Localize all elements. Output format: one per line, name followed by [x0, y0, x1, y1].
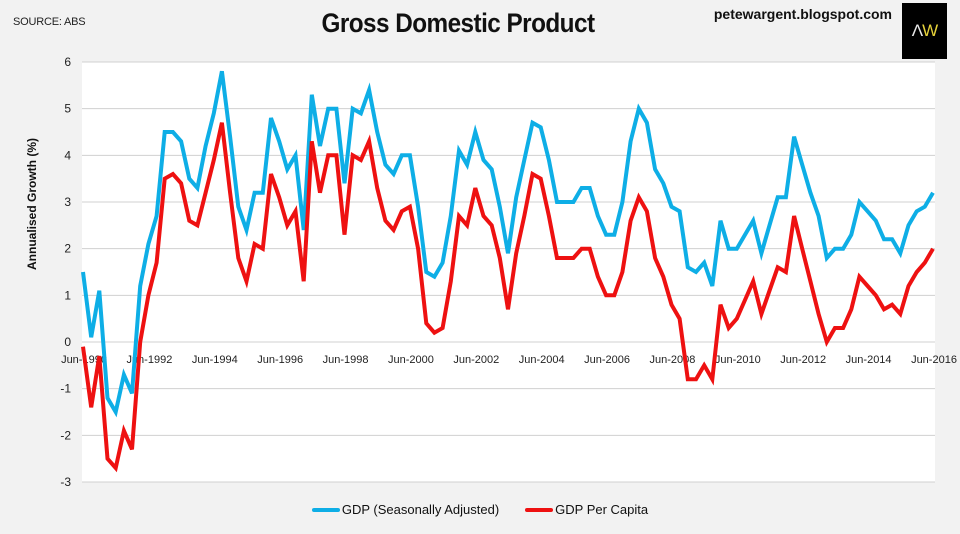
logo-glyph-a: Λ	[911, 21, 923, 40]
y-tick-labels: 6 5 4 3 2 1 0 -1 -2 -3	[60, 55, 71, 489]
series-lines	[81, 70, 935, 473]
y-tick-label: -2	[60, 428, 71, 442]
y-tick-label: 5	[64, 102, 71, 116]
chart-title: Gross Domestic Product	[321, 8, 595, 38]
legend-label-gdp: GDP (Seasonally Adjusted)	[341, 502, 500, 517]
x-tick-label: Jun-2008	[650, 354, 696, 366]
legend-swatch-per-capita	[525, 507, 554, 512]
x-tick-label: Jun-2004	[519, 354, 565, 366]
y-tick-label: 6	[64, 55, 71, 69]
source-label: SOURCE: ABS	[13, 16, 86, 28]
x-tick-label: Jun-2012	[780, 354, 826, 366]
series-line-per-capita	[81, 122, 935, 473]
x-tick-label: Jun-2006	[584, 354, 630, 366]
x-tick-label: Jun-2010	[715, 354, 761, 366]
x-tick-label: Jun-1996	[257, 354, 303, 366]
y-tick-label: 0	[64, 335, 71, 349]
legend-item-gdp: GDP (Seasonally Adjusted)	[311, 502, 500, 517]
y-tick-label: 4	[64, 148, 71, 162]
x-tick-label: Jun-2002	[453, 354, 499, 366]
y-tick-label: 2	[64, 242, 71, 256]
x-tick-label: Jun-2000	[388, 354, 434, 366]
blog-url: petewargent.blogspot.com	[713, 6, 892, 22]
legend: GDP (Seasonally Adjusted) GDP Per Capita	[0, 502, 960, 517]
y-tick-label: -1	[60, 382, 71, 396]
x-tick-label: Jun-1998	[323, 354, 369, 366]
y-tick-label: 3	[64, 195, 71, 209]
x-tick-label: Jun-2016	[911, 354, 957, 366]
logo-glyph-w: W	[922, 21, 938, 40]
y-tick-label: 1	[64, 288, 71, 302]
legend-swatch-gdp	[311, 507, 340, 512]
y-tick-label: -3	[60, 475, 71, 489]
x-tick-label: Jun-1994	[192, 354, 238, 366]
x-tick-label: Jun-2014	[846, 354, 892, 366]
legend-label-per-capita: GDP Per Capita	[555, 502, 649, 517]
legend-item-per-capita: GDP Per Capita	[525, 502, 648, 517]
series-line-gdp	[81, 70, 935, 418]
